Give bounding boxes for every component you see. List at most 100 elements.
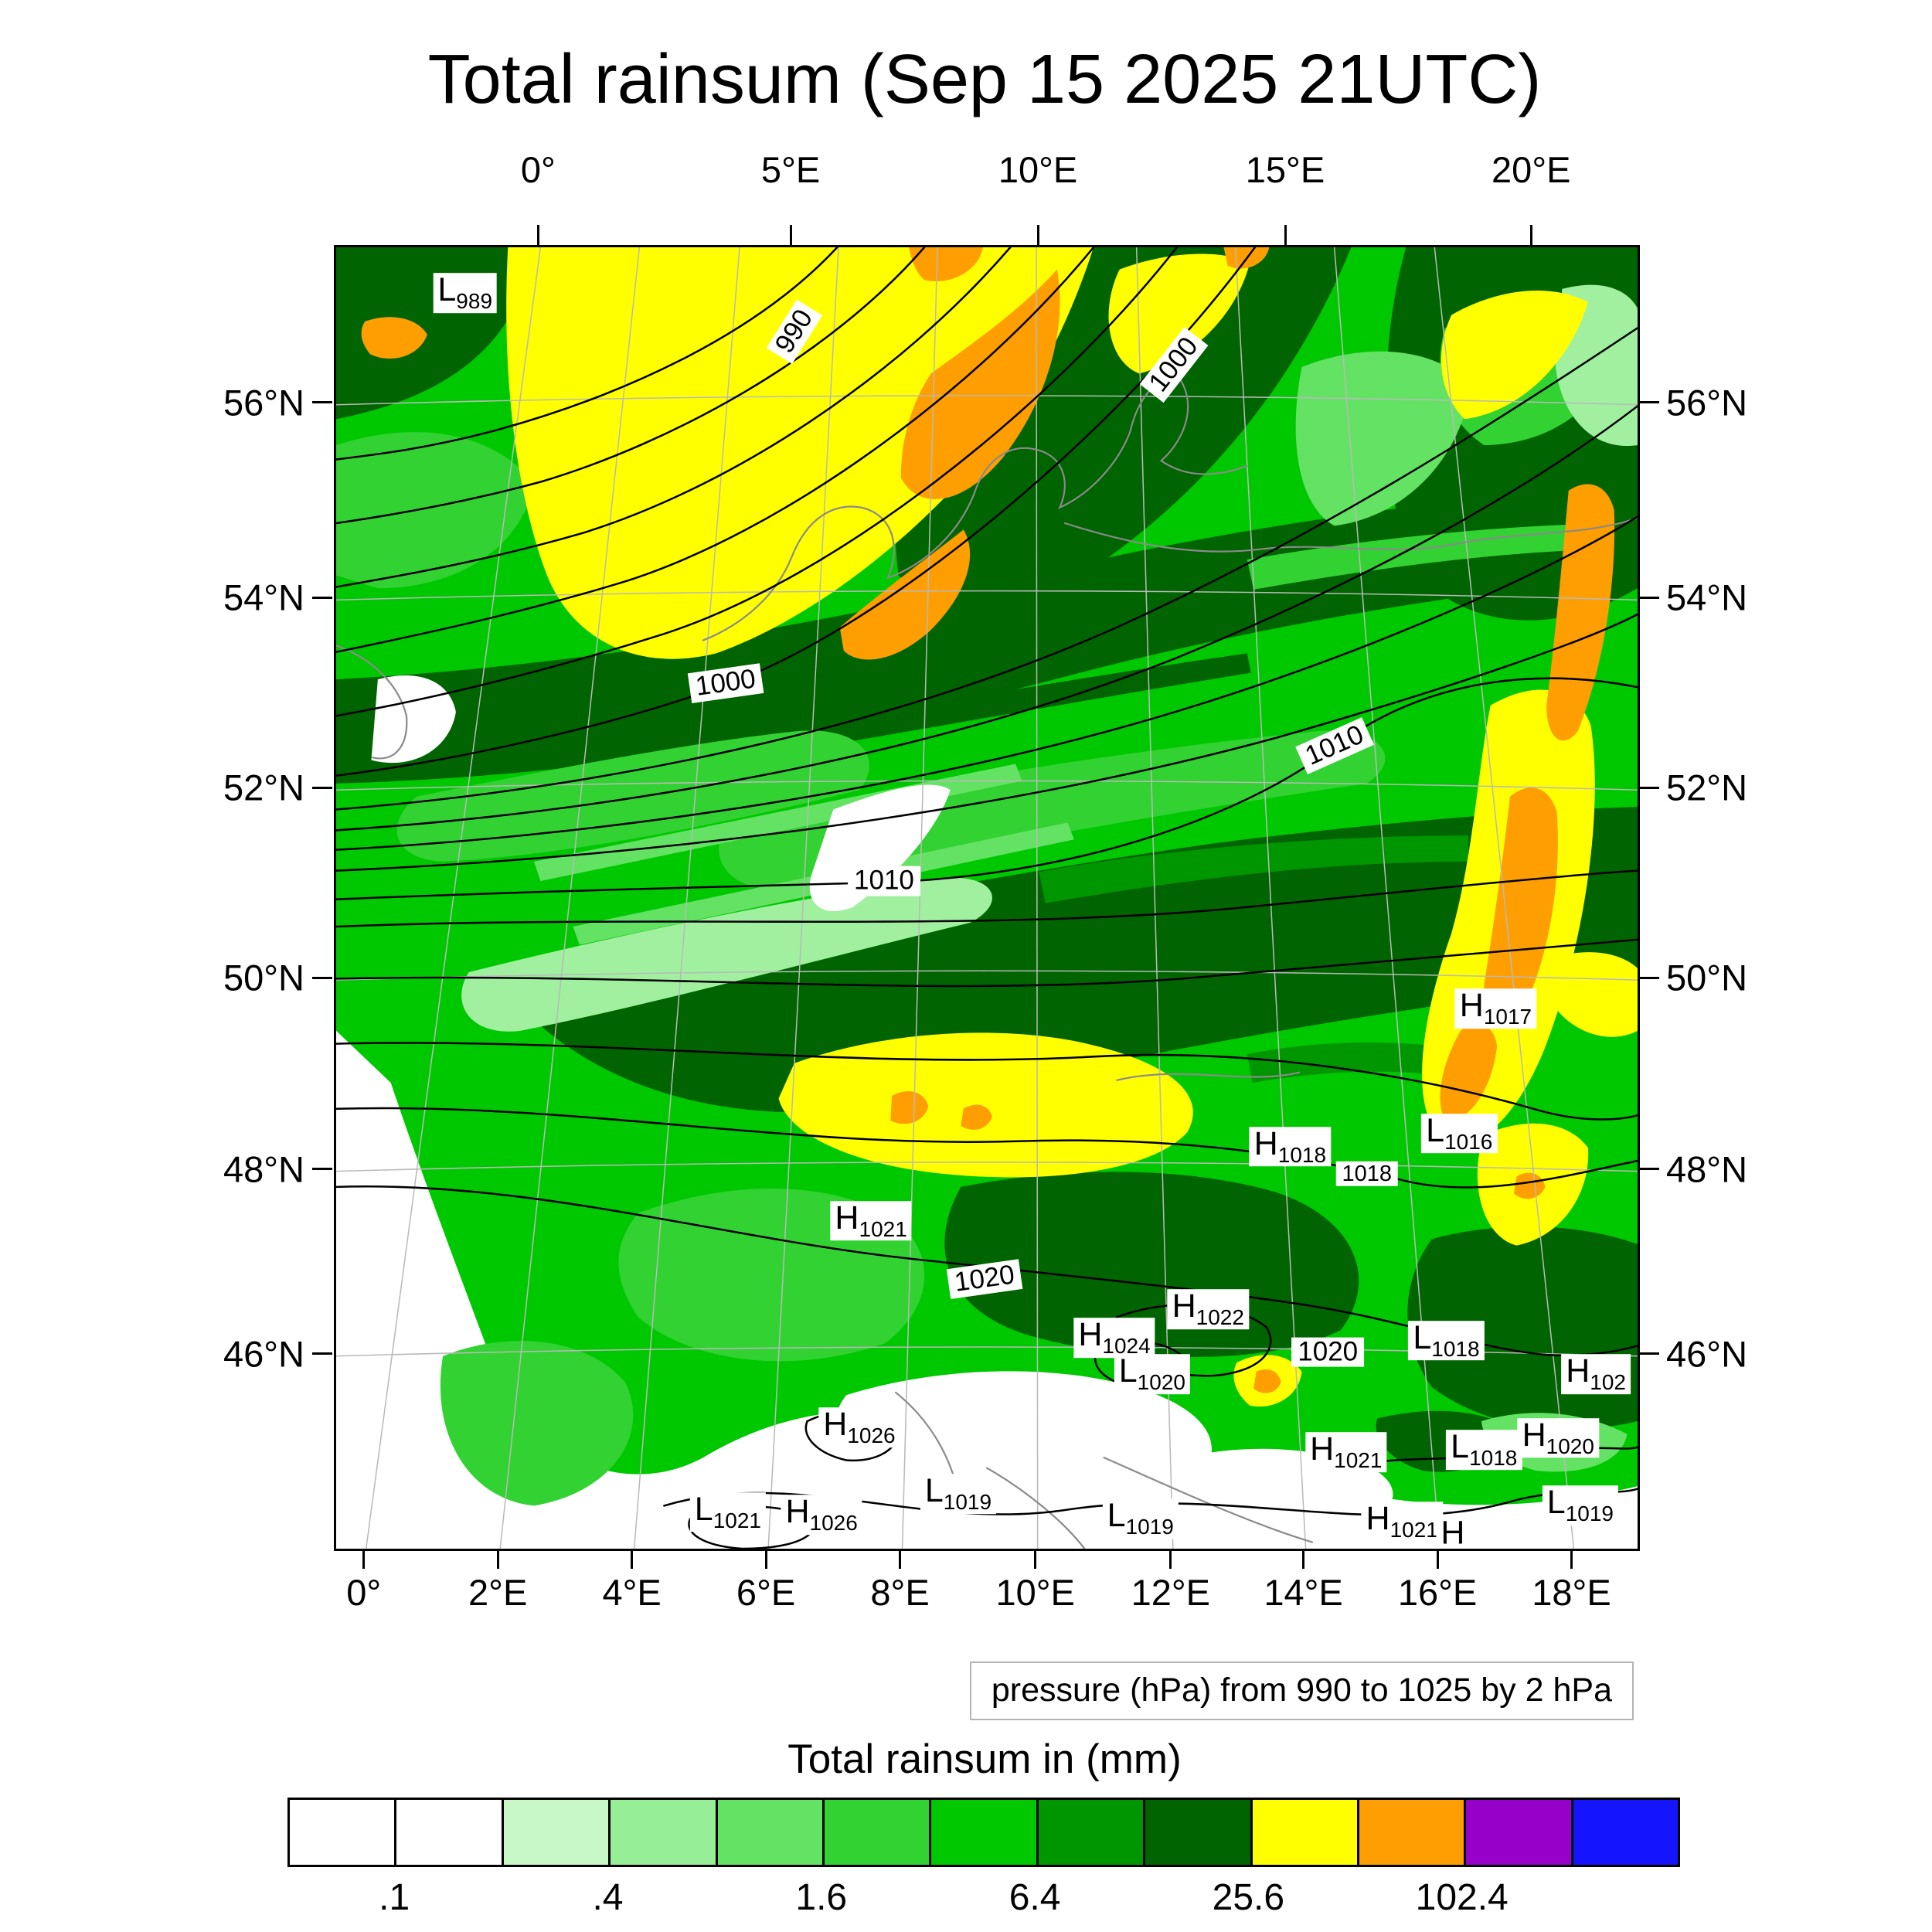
pressure-center-high: H1017 [1454, 987, 1537, 1029]
axis-tick-top [1284, 225, 1287, 245]
pressure-value: 1018 [1469, 1445, 1518, 1470]
axis-tick-bottom [362, 1549, 366, 1569]
axis-label-bottom: 16°E [1397, 1572, 1478, 1613]
axis-label-right: 56°N [1666, 382, 1748, 423]
pressure-center-low: L1019 [1542, 1484, 1618, 1526]
pressure-value: 1021 [1389, 1517, 1438, 1542]
pressure-letter: H [823, 1406, 848, 1444]
colorbar-segment [1359, 1800, 1467, 1865]
axis-label-bottom: 18°E [1532, 1572, 1611, 1613]
axis-tick-bottom [1302, 1549, 1305, 1569]
axis-label-right: 52°N [1666, 767, 1748, 808]
axis-label-right: 46°N [1666, 1333, 1748, 1375]
axis-tick-bottom [1169, 1549, 1172, 1569]
pressure-letter: L [1426, 1112, 1445, 1149]
axis-tick-left [312, 1352, 332, 1355]
pressure-letter: H [1440, 1514, 1465, 1551]
pressure-letter: H [1172, 1287, 1196, 1325]
isobar-label: 1020 [946, 1259, 1022, 1300]
axis-label-bottom: 14°E [1264, 1572, 1343, 1613]
pressure-letter: L [924, 1472, 944, 1510]
axis-tick-left [312, 401, 332, 404]
pressure-letter: L [1546, 1484, 1566, 1522]
pressure-value: 1026 [809, 1511, 858, 1535]
pressure-center-low: L1016 [1421, 1112, 1498, 1154]
colorbar-title: Total rainsum in (mm) [787, 1736, 1182, 1782]
pressure-letter: L [1118, 1352, 1138, 1390]
pressure-value: 1019 [1125, 1515, 1174, 1539]
pressure-center-low: L1019 [920, 1472, 997, 1515]
colorbar-segment [396, 1800, 504, 1865]
pressure-center-low: L1019 [1102, 1497, 1179, 1539]
colorbar-segment [824, 1800, 932, 1865]
colorbar [287, 1798, 1680, 1867]
axis-label-bottom: 2°E [468, 1572, 528, 1613]
colorbar-tick-label: .1 [379, 1877, 410, 1918]
axis-label-right: 54°N [1666, 577, 1748, 618]
axis-label-left: 50°N [223, 957, 304, 998]
axis-tick-left [312, 1168, 332, 1171]
pressure-center-high: H [1436, 1514, 1470, 1551]
pressure-center-high: H1020 [1517, 1418, 1599, 1458]
isobar-label: 1010 [1294, 717, 1374, 774]
axis-tick-left [312, 596, 332, 599]
axis-label-top: 5°E [760, 149, 821, 190]
axis-tick-top [536, 225, 539, 245]
pressure-value: 1019 [1565, 1502, 1614, 1526]
axis-tick-right [1639, 786, 1659, 789]
axis-tick-bottom [496, 1549, 499, 1569]
colorbar-segment [611, 1800, 718, 1865]
axis-tick-bottom [1570, 1549, 1573, 1569]
pressure-value: 1020 [1137, 1370, 1185, 1395]
axis-tick-top [1529, 225, 1532, 245]
isobar-label: 990 [766, 299, 822, 365]
axis-tick-left [312, 976, 332, 979]
colorbar-tick-labels: .1 .4 1.6 6.4 25.6 102.4 [287, 1879, 1675, 1926]
axis-label-top: 0° [520, 149, 556, 190]
isobar-label: 1000 [687, 663, 764, 703]
map-area: L989 H1017 H1018 L1016 H1021 H1022 H1024 L1020 L… [334, 245, 1640, 1551]
axis-label-left: 48°N [223, 1148, 304, 1190]
pressure-letter: L [694, 1491, 713, 1529]
axis-label-bottom: 10°E [995, 1572, 1075, 1613]
axis-tick-right [1639, 1352, 1659, 1355]
pressure-center-low: L989 [433, 273, 498, 313]
axis-label-bottom: 6°E [736, 1572, 796, 1613]
colorbar-segment [931, 1800, 1039, 1865]
colorbar-segment [1466, 1800, 1573, 1865]
colorbar-segment [1145, 1800, 1253, 1865]
axis-label-bottom: 4°E [602, 1572, 662, 1613]
colorbar-tick-label: 1.6 [795, 1877, 848, 1918]
pressure-center-high: H1021 [1361, 1501, 1443, 1542]
axis-label-top: 15°E [1245, 149, 1325, 190]
pressure-center-low: L1021 [689, 1491, 766, 1532]
axis-tick-right [1639, 1168, 1659, 1171]
pressure-value: 1016 [1444, 1129, 1493, 1154]
pressure-letter: H [835, 1199, 859, 1236]
pressure-value: 1018 [1277, 1142, 1327, 1167]
pressure-value: 1020 [1546, 1434, 1594, 1458]
pressure-center-low: L1018 [1408, 1320, 1485, 1361]
pressure-value: 1021 [1334, 1448, 1383, 1473]
pressure-letter: H [1459, 987, 1484, 1025]
pressure-center-high: H1021 [1305, 1432, 1387, 1473]
axis-tick-top [1036, 225, 1039, 245]
colorbar-tick-label: 25.6 [1212, 1877, 1285, 1918]
pressure-value: 1024 [1102, 1333, 1151, 1358]
axis-tick-bottom [1034, 1549, 1037, 1569]
pressure-value: 1022 [1196, 1304, 1244, 1329]
axis-label-top: 20°E [1492, 149, 1571, 190]
pressure-letter: L [1107, 1497, 1126, 1535]
pressure-caption: pressure (hPa) from 990 to 1025 by 2 hPa [969, 1662, 1634, 1720]
axis-tick-top [789, 225, 792, 245]
pressure-value: 1026 [847, 1423, 896, 1448]
pressure-letter: H [1566, 1352, 1590, 1390]
map-label-overlay: L989 H1017 H1018 L1016 H1021 H1022 H1024 L1020 L… [336, 247, 1638, 1549]
pressure-letter: H [785, 1493, 810, 1531]
axis-tick-bottom [899, 1549, 902, 1569]
axis-label-left: 46°N [223, 1333, 304, 1375]
colorbar-segment [503, 1800, 611, 1865]
colorbar-segment [1252, 1800, 1359, 1865]
axis-label-right: 48°N [1666, 1148, 1748, 1190]
